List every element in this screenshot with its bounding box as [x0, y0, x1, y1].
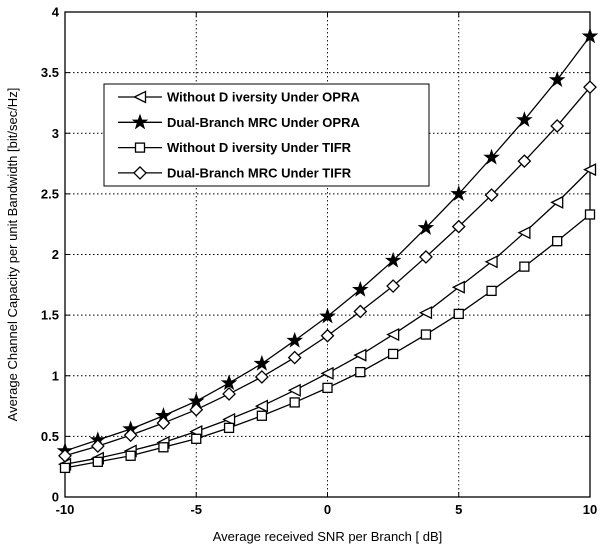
- x-tick-label: -5: [190, 502, 202, 517]
- data-point-diamond: [484, 188, 499, 203]
- data-point-star: [352, 280, 369, 297]
- data-point-star: [450, 185, 468, 201]
- data-point-star: [220, 374, 238, 391]
- data-point-diamond: [419, 250, 433, 264]
- legend-label: Without D iversity Under TIFR: [167, 140, 352, 155]
- y-tick-label: 3.5: [41, 65, 59, 80]
- data-point-star: [286, 331, 303, 348]
- data-point-square: [125, 450, 136, 461]
- data-point-diamond: [156, 416, 171, 430]
- series-triangle-left: [58, 163, 597, 471]
- y-tick-label: 4: [52, 5, 60, 20]
- data-point-star: [319, 307, 336, 324]
- data-point-square: [355, 366, 366, 378]
- data-point-diamond: [550, 119, 565, 133]
- data-point-diamond: [189, 402, 204, 417]
- legend: Without D iversity Under OPRA Dual-Branch…: [103, 83, 430, 187]
- data-point-triangle: [133, 90, 147, 104]
- data-point-triangle: [320, 366, 334, 380]
- axis-ticks: -10 -5 0 5 10 0 0.5 1 1.5 2 2.5 3 3.5 4: [41, 5, 597, 518]
- data-point-square: [420, 329, 432, 340]
- data-point-diamond: [58, 448, 72, 463]
- series-group: [56, 27, 599, 474]
- data-point-square: [92, 456, 103, 467]
- series-diamond: [58, 80, 597, 463]
- data-point-triangle: [550, 195, 564, 209]
- data-point-diamond: [90, 439, 105, 453]
- data-point-triangle: [386, 327, 400, 342]
- x-tick-label: -10: [56, 502, 75, 517]
- y-tick-label: 3: [52, 126, 59, 141]
- data-point-triangle: [484, 255, 498, 269]
- data-point-square: [59, 462, 71, 474]
- data-point-diamond: [451, 219, 466, 234]
- data-point-square: [223, 422, 235, 434]
- legend-label: Dual-Branch MRC Under OPRA: [167, 115, 360, 130]
- y-tick-label: 2: [52, 247, 59, 262]
- data-point-square: [322, 382, 333, 394]
- legend-label: Without D iversity Under OPRA: [167, 90, 360, 105]
- data-point-triangle: [222, 412, 236, 426]
- data-point-square: [552, 236, 563, 247]
- data-point-square: [191, 433, 202, 444]
- data-point-diamond: [123, 428, 138, 443]
- y-tick-label: 1: [52, 368, 59, 383]
- data-point-star: [581, 27, 599, 44]
- y-tick-label: 0.5: [41, 429, 59, 444]
- data-point-star: [516, 111, 533, 127]
- data-point-square: [289, 397, 300, 408]
- data-point-star: [417, 219, 435, 235]
- data-point-star: [548, 71, 566, 87]
- data-point-star: [253, 354, 271, 371]
- data-point-triangle: [287, 383, 301, 397]
- y-axis-label: Average Channel Capacity per unit Bandwi…: [5, 88, 20, 422]
- x-tick-label: 0: [324, 502, 331, 517]
- data-point-diamond: [133, 165, 147, 180]
- data-point-square: [486, 285, 497, 297]
- data-point-star: [483, 148, 500, 165]
- data-point-square: [387, 348, 399, 360]
- data-point-square: [158, 442, 169, 453]
- data-point-star: [131, 113, 149, 130]
- data-point-square: [134, 142, 146, 153]
- y-tick-label: 1.5: [41, 308, 59, 323]
- data-point-diamond: [517, 154, 532, 169]
- data-point-diamond: [222, 387, 236, 401]
- data-point-square: [584, 209, 596, 220]
- data-point-triangle: [418, 306, 433, 320]
- data-point-square: [519, 261, 530, 272]
- x-tick-label: 10: [583, 502, 597, 517]
- data-point-diamond: [287, 350, 302, 365]
- x-tick-label: 5: [455, 502, 462, 517]
- legend-box: [103, 83, 430, 187]
- data-point-diamond: [386, 279, 401, 293]
- data-point-triangle: [583, 163, 597, 177]
- data-point-diamond: [583, 80, 597, 95]
- data-point-diamond: [254, 370, 269, 384]
- data-point-diamond: [353, 304, 368, 319]
- y-tick-label: 2.5: [41, 186, 59, 201]
- data-point-triangle: [517, 226, 531, 240]
- x-axis-label: Average received SNR per Branch [ dB]: [213, 529, 443, 544]
- data-point-triangle: [353, 348, 367, 362]
- series-square: [59, 209, 596, 474]
- data-point-diamond: [320, 328, 335, 343]
- legend-label: Dual-Branch MRC Under TIFR: [167, 165, 352, 180]
- y-tick-label: 0: [52, 490, 59, 505]
- series-star: [56, 27, 599, 458]
- data-point-triangle: [451, 280, 465, 294]
- data-point-square: [256, 410, 268, 421]
- data-point-square: [453, 308, 464, 320]
- data-point-triangle: [254, 399, 269, 413]
- data-point-star: [384, 251, 402, 268]
